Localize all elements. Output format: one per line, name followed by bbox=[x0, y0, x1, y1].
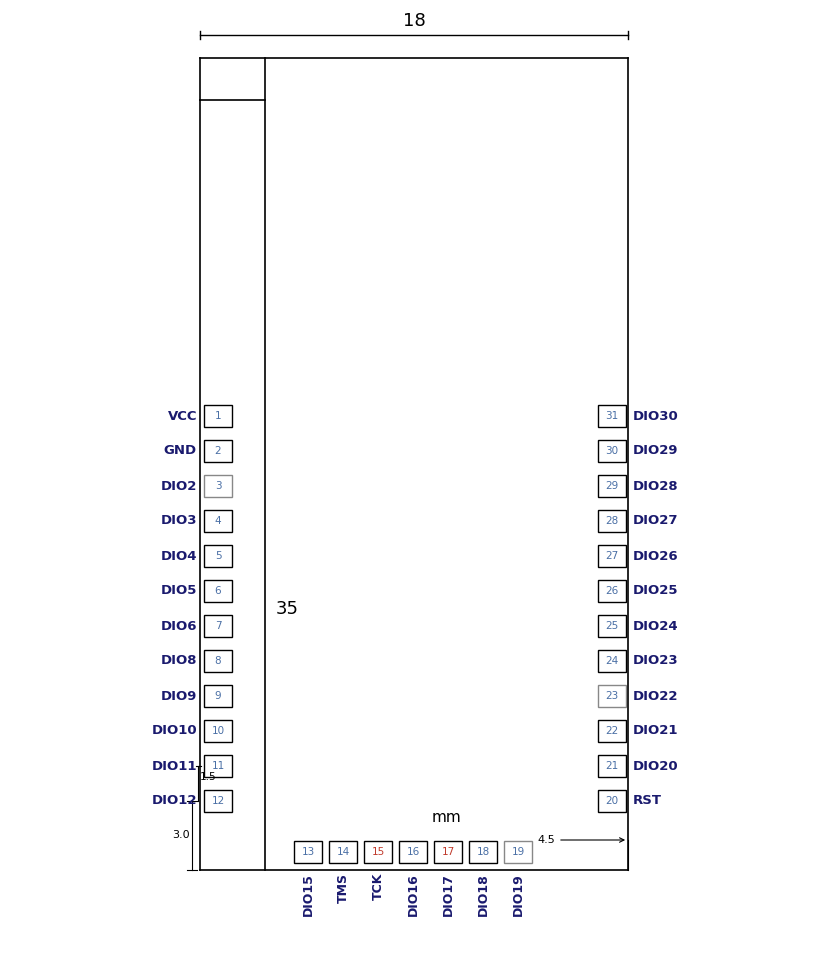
Text: 14: 14 bbox=[336, 847, 350, 857]
Text: DIO5: DIO5 bbox=[160, 584, 197, 598]
Text: 17: 17 bbox=[441, 847, 455, 857]
Text: 3.0: 3.0 bbox=[173, 830, 190, 841]
Text: 18: 18 bbox=[403, 12, 426, 30]
Text: 29: 29 bbox=[606, 481, 619, 491]
Text: 4: 4 bbox=[215, 516, 221, 526]
Bar bbox=[204, 475, 232, 497]
Bar bbox=[598, 685, 626, 707]
Bar bbox=[204, 650, 232, 672]
Text: 22: 22 bbox=[606, 726, 619, 736]
Text: VCC: VCC bbox=[168, 409, 197, 423]
Text: DIO20: DIO20 bbox=[633, 759, 679, 773]
Bar bbox=[598, 650, 626, 672]
Text: 28: 28 bbox=[606, 516, 619, 526]
Text: DIO23: DIO23 bbox=[633, 654, 679, 668]
Text: DIO16: DIO16 bbox=[406, 873, 419, 916]
Text: 3: 3 bbox=[215, 481, 221, 491]
Bar bbox=[204, 405, 232, 427]
Text: 16: 16 bbox=[406, 847, 420, 857]
Text: 5: 5 bbox=[215, 551, 221, 561]
Text: 7: 7 bbox=[215, 621, 221, 631]
Text: DIO21: DIO21 bbox=[633, 724, 679, 738]
Bar bbox=[598, 615, 626, 637]
Text: 19: 19 bbox=[511, 847, 525, 857]
Text: 1: 1 bbox=[215, 411, 221, 421]
Text: 15: 15 bbox=[371, 847, 385, 857]
Bar bbox=[598, 405, 626, 427]
Text: 31: 31 bbox=[606, 411, 619, 421]
Text: 4.5: 4.5 bbox=[537, 835, 555, 845]
Bar bbox=[204, 615, 232, 637]
Bar bbox=[204, 790, 232, 812]
Text: mm: mm bbox=[431, 811, 462, 825]
Text: DIO17: DIO17 bbox=[441, 873, 454, 916]
Text: DIO4: DIO4 bbox=[160, 549, 197, 563]
Bar bbox=[598, 440, 626, 462]
Text: 12: 12 bbox=[212, 796, 225, 806]
Text: 18: 18 bbox=[476, 847, 490, 857]
Text: DIO25: DIO25 bbox=[633, 584, 679, 598]
Text: DIO29: DIO29 bbox=[633, 444, 679, 458]
Text: DIO2: DIO2 bbox=[160, 479, 197, 493]
Text: DIO11: DIO11 bbox=[151, 759, 197, 773]
Bar bbox=[204, 755, 232, 777]
Bar bbox=[364, 841, 392, 863]
Bar bbox=[329, 841, 357, 863]
Text: GND: GND bbox=[164, 444, 197, 458]
Text: DIO26: DIO26 bbox=[633, 549, 679, 563]
Text: DIO10: DIO10 bbox=[151, 724, 197, 738]
Text: 9: 9 bbox=[215, 691, 221, 701]
Text: DIO22: DIO22 bbox=[633, 689, 679, 703]
Bar bbox=[294, 841, 322, 863]
Bar bbox=[204, 685, 232, 707]
Bar bbox=[204, 580, 232, 602]
Bar bbox=[598, 755, 626, 777]
Bar bbox=[469, 841, 497, 863]
Bar bbox=[598, 580, 626, 602]
Text: 23: 23 bbox=[606, 691, 619, 701]
Text: DIO9: DIO9 bbox=[160, 689, 197, 703]
Text: RST: RST bbox=[633, 794, 662, 808]
Text: DIO8: DIO8 bbox=[160, 654, 197, 668]
Text: 10: 10 bbox=[212, 726, 225, 736]
Text: 35: 35 bbox=[276, 600, 299, 617]
Text: 25: 25 bbox=[606, 621, 619, 631]
Bar bbox=[598, 545, 626, 567]
Text: DIO27: DIO27 bbox=[633, 514, 679, 528]
Text: 20: 20 bbox=[606, 796, 619, 806]
Bar bbox=[204, 440, 232, 462]
Bar bbox=[204, 510, 232, 532]
Bar bbox=[434, 841, 462, 863]
Text: DIO15: DIO15 bbox=[301, 873, 314, 916]
Text: TCK: TCK bbox=[371, 873, 384, 900]
Text: DIO18: DIO18 bbox=[476, 873, 489, 916]
Bar bbox=[204, 720, 232, 742]
Bar bbox=[598, 790, 626, 812]
Bar bbox=[598, 510, 626, 532]
Bar bbox=[598, 475, 626, 497]
Text: 11: 11 bbox=[212, 761, 225, 771]
Text: 21: 21 bbox=[606, 761, 619, 771]
Text: DIO24: DIO24 bbox=[633, 619, 679, 633]
Text: DIO30: DIO30 bbox=[633, 409, 679, 423]
Text: TMS: TMS bbox=[336, 873, 349, 903]
Text: 8: 8 bbox=[215, 656, 221, 666]
Text: 2: 2 bbox=[215, 446, 221, 456]
Text: DIO12: DIO12 bbox=[151, 794, 197, 808]
Bar bbox=[598, 720, 626, 742]
Text: 13: 13 bbox=[301, 847, 315, 857]
Text: DIO28: DIO28 bbox=[633, 479, 679, 493]
Text: 24: 24 bbox=[606, 656, 619, 666]
Text: 27: 27 bbox=[606, 551, 619, 561]
Text: 6: 6 bbox=[215, 586, 221, 596]
Text: DIO6: DIO6 bbox=[160, 619, 197, 633]
Bar bbox=[204, 545, 232, 567]
Text: 30: 30 bbox=[606, 446, 619, 456]
Text: DIO19: DIO19 bbox=[511, 873, 524, 916]
Text: DIO3: DIO3 bbox=[160, 514, 197, 528]
Bar bbox=[399, 841, 427, 863]
Text: 26: 26 bbox=[606, 586, 619, 596]
Bar bbox=[504, 841, 532, 863]
Text: 1.5: 1.5 bbox=[200, 772, 217, 781]
